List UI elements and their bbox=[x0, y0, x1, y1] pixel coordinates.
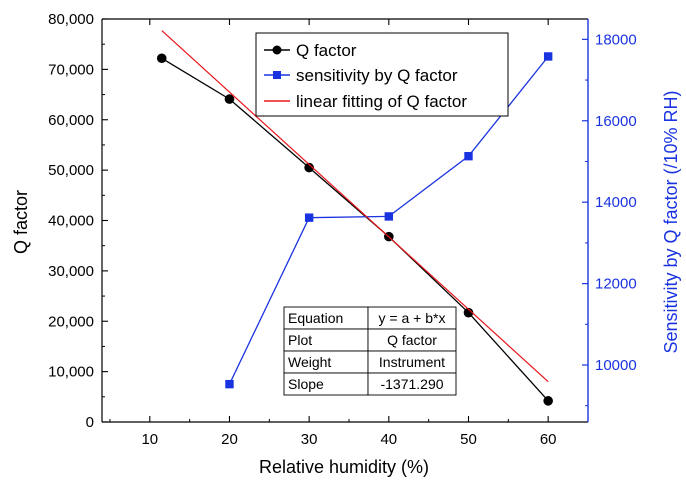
y2-axis-title: Sensitivity by Q factor (/10% RH) bbox=[661, 90, 681, 353]
y2-tick-label: 16000 bbox=[595, 113, 637, 130]
y-tick-label: 20,000 bbox=[48, 313, 94, 330]
y2-tick-label: 12000 bbox=[595, 276, 637, 293]
y2-tick-label: 14000 bbox=[595, 194, 637, 211]
fit-parameter-table: Equation y = a + b*x Plot Q factor Weight Ins… bbox=[283, 306, 457, 396]
fit-table-value: Instrument bbox=[379, 354, 445, 370]
y-tick-label: 70,000 bbox=[48, 61, 94, 78]
q-factor-point bbox=[224, 94, 235, 104]
q-factor-point bbox=[304, 162, 314, 173]
y2-tick-label: 18000 bbox=[595, 31, 637, 48]
sensitivity-point bbox=[464, 151, 473, 161]
fit-table-key: Slope bbox=[288, 376, 324, 392]
legend-swatch-marker bbox=[272, 45, 282, 55]
x-tick-label: 30 bbox=[301, 431, 318, 448]
q-factor-point bbox=[543, 396, 553, 406]
fit-table-key: Plot bbox=[288, 332, 312, 348]
fit-table-cell bbox=[367, 372, 457, 396]
x-tick-label: 40 bbox=[380, 431, 397, 448]
legend-label: Q factor bbox=[296, 41, 357, 60]
q-factor-point bbox=[156, 53, 167, 64]
axis-titles: Relative humidity (%) Q factor Sensitivi… bbox=[11, 90, 681, 477]
q-factor-line bbox=[161, 57, 549, 402]
y-tick-label: 40,000 bbox=[48, 213, 94, 230]
legend-swatch-marker bbox=[273, 71, 281, 79]
legend-box bbox=[255, 32, 509, 117]
sensitivity-point bbox=[543, 52, 553, 61]
x-axis-title: Relative humidity (%) bbox=[259, 457, 429, 477]
x-tick-label: 60 bbox=[540, 431, 557, 448]
y-tick-label: 80,000 bbox=[48, 11, 94, 28]
legend-label: linear fitting of Q factor bbox=[296, 92, 467, 111]
y-tick-label: 60,000 bbox=[48, 112, 94, 129]
fit-table-value: -1371.290 bbox=[380, 376, 443, 392]
x-tick-label: 50 bbox=[460, 431, 477, 448]
x-tick-label: 20 bbox=[221, 431, 238, 448]
y-tick-label: 0 bbox=[86, 414, 94, 431]
y-tick-label: 50,000 bbox=[48, 162, 94, 179]
linear-fit-line bbox=[161, 30, 549, 383]
y-axis-title: Q factor bbox=[11, 190, 31, 254]
x-tick-label: 10 bbox=[141, 431, 158, 448]
legend-label: sensitivity by Q factor bbox=[296, 66, 458, 85]
fit-table-key: Equation bbox=[288, 310, 343, 326]
fit-table-value: y = a + b*x bbox=[379, 310, 446, 326]
y2-tick-label: 10000 bbox=[595, 357, 637, 374]
sensitivity-point bbox=[384, 212, 394, 221]
legend: Q factor sensitivity by Q factor linear fi… bbox=[255, 32, 509, 117]
y-tick-label: 10,000 bbox=[48, 364, 94, 381]
fit-table-value: Q factor bbox=[387, 332, 437, 348]
y-tick-label: 30,000 bbox=[48, 263, 94, 280]
axes-layer: 10 20 30 40 50 60 0 10,000 20,000 30,000 40,000 50,… bbox=[48, 11, 637, 448]
series-layer bbox=[156, 30, 553, 406]
sensitivity-point bbox=[225, 379, 234, 389]
fit-table-key: Weight bbox=[288, 354, 331, 370]
sensitivity-point bbox=[304, 213, 314, 222]
q-factor-point bbox=[463, 307, 474, 318]
